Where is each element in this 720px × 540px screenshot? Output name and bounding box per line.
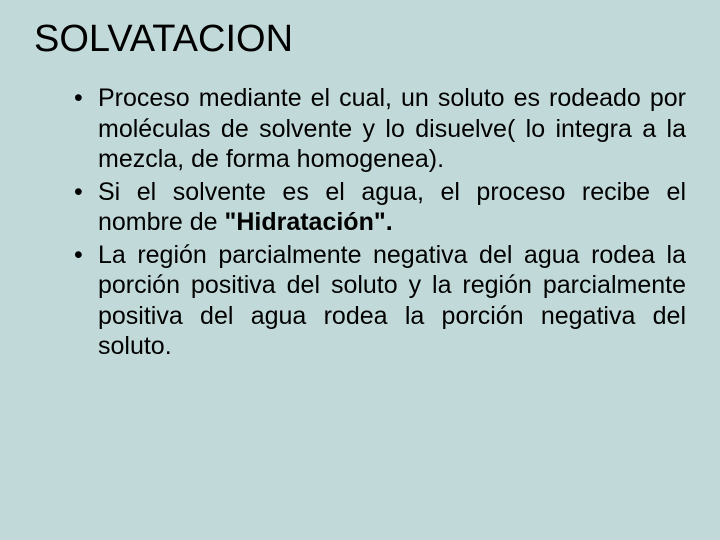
bullet-item: La región parcialmente negativa del agua… bbox=[74, 240, 686, 362]
bullet-text-bold: "Hidratación". bbox=[224, 208, 392, 236]
bullet-item: Si el solvente es el agua, el proceso re… bbox=[74, 177, 686, 238]
bullet-list: Proceso mediante el cual, un soluto es r… bbox=[34, 83, 686, 362]
slide-title: SOLVATACION bbox=[34, 18, 686, 61]
bullet-item: Proceso mediante el cual, un soluto es r… bbox=[74, 83, 686, 175]
bullet-text: La región parcialmente negativa del agua… bbox=[98, 241, 686, 361]
bullet-text: Proceso mediante el cual, un soluto es r… bbox=[98, 84, 686, 173]
